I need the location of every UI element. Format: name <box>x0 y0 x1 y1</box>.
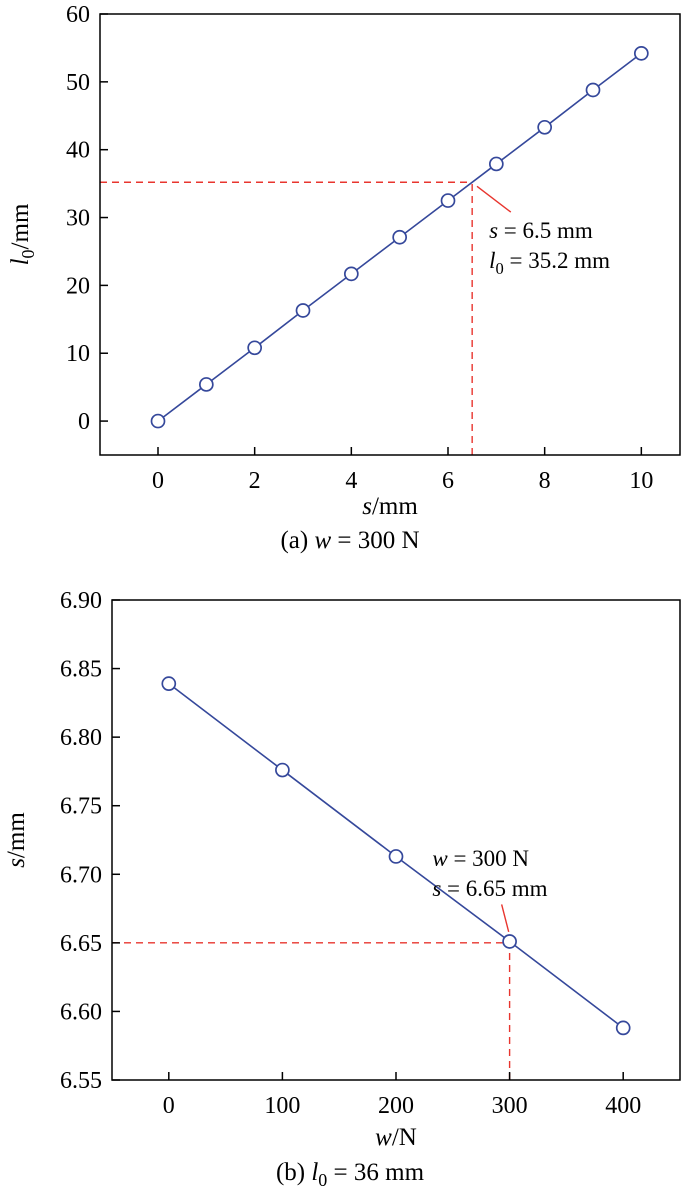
data-point <box>295 303 311 318</box>
data-point <box>343 266 359 282</box>
data-point <box>502 934 517 949</box>
x-tick-label: 400 <box>605 1093 641 1119</box>
x-tick-label: 0 <box>152 468 164 494</box>
annotation-text: w = 300 N <box>432 846 529 871</box>
plot-frame <box>111 599 681 1081</box>
x-tick-label: 8 <box>539 468 551 494</box>
y-tick-label: 0 <box>78 409 90 435</box>
y-tick-label: 6.60 <box>60 999 102 1025</box>
data-point <box>392 229 408 245</box>
y-tick-label: 50 <box>66 70 90 96</box>
y-tick-label: 30 <box>66 206 90 232</box>
annotation-text: s = 6.65 mm <box>432 876 547 901</box>
data-point <box>150 413 166 429</box>
data-point <box>585 82 601 98</box>
data-point <box>633 46 649 61</box>
annotation-text: l0 = 35.2 mm <box>489 248 610 278</box>
x-axis-label: w/N <box>375 1124 417 1151</box>
chart-svg: 0 100 200 300 400 6.55 6.60 6.65 6.70 6.75 6.80 6.8… <box>3 588 681 1190</box>
y-tick-label: 6.80 <box>60 725 102 751</box>
y-tick-label: 6.55 <box>60 1068 102 1094</box>
data-point <box>247 340 263 356</box>
chart-svg: 0 2 4 6 8 10 0 10 20 30 40 50 60 s = 6.5 mm l0 = 35.2 … <box>7 2 681 554</box>
data-point <box>388 849 404 864</box>
y-tick-label: 6.85 <box>60 657 102 683</box>
plot-frame <box>99 13 681 456</box>
y-tick-label: 60 <box>66 2 90 28</box>
y-tick-label: 6.75 <box>60 794 102 820</box>
data-point <box>537 119 553 135</box>
annotation-leader <box>500 904 510 933</box>
annotation-text: s = 6.5 mm <box>489 218 593 243</box>
x-axis-label: s/mm <box>362 493 418 520</box>
annotation-leader <box>476 185 512 213</box>
x-tick-label: 2 <box>249 468 261 494</box>
y-tick-label: 6.90 <box>60 588 102 614</box>
data-point <box>161 676 177 692</box>
y-axis-label: s/mm <box>3 812 30 868</box>
data-point <box>275 762 290 778</box>
x-tick-label: 0 <box>163 1093 175 1119</box>
data-point <box>440 193 456 208</box>
data-point <box>488 156 504 172</box>
data-point <box>615 1020 631 1036</box>
x-tick-label: 100 <box>264 1093 300 1119</box>
chart-b: 0 100 200 300 400 6.55 6.60 6.65 6.70 6.75 6.80 6.8… <box>0 560 700 1204</box>
chart-a: 0 2 4 6 8 10 0 10 20 30 40 50 60 s = 6.5 mm l0 = 35.2 … <box>0 0 700 560</box>
y-tick-label: 40 <box>66 138 90 164</box>
y-tick-label: 6.70 <box>60 862 102 888</box>
data-point <box>198 377 214 392</box>
y-axis-label: l0/mm <box>7 203 38 265</box>
chart-caption: (b) l0 = 36 mm <box>276 1159 425 1190</box>
x-tick-label: 10 <box>629 468 653 494</box>
x-tick-label: 200 <box>378 1093 414 1119</box>
y-tick-label: 6.65 <box>60 931 102 957</box>
y-tick-label: 10 <box>66 341 90 367</box>
x-tick-label: 4 <box>345 468 357 494</box>
y-tick-label: 20 <box>66 273 90 299</box>
chart-caption: (a) w = 300 N <box>280 527 419 554</box>
x-tick-label: 300 <box>492 1093 528 1119</box>
x-tick-label: 6 <box>442 468 454 494</box>
